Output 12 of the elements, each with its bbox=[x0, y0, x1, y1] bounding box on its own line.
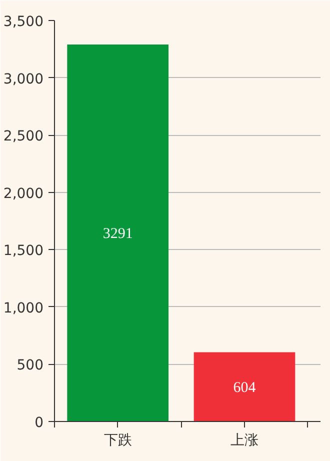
y-tick-label: 1,000 bbox=[3, 300, 44, 316]
y-tick-label: 0 bbox=[34, 415, 44, 431]
y-tick-label: 3,500 bbox=[3, 14, 44, 30]
x-tick-label: 下跌 bbox=[104, 432, 132, 448]
y-tick-label: 3,000 bbox=[3, 71, 44, 88]
y-tick-label: 1,500 bbox=[3, 243, 44, 260]
y-tick-label: 2,000 bbox=[3, 186, 44, 202]
data-label: 604 bbox=[233, 380, 256, 396]
y-tick-label: 500 bbox=[16, 358, 44, 374]
y-tick-label: 2,500 bbox=[3, 128, 44, 145]
x-tick-label: 上涨 bbox=[230, 432, 258, 448]
data-label: 3291 bbox=[102, 226, 133, 242]
